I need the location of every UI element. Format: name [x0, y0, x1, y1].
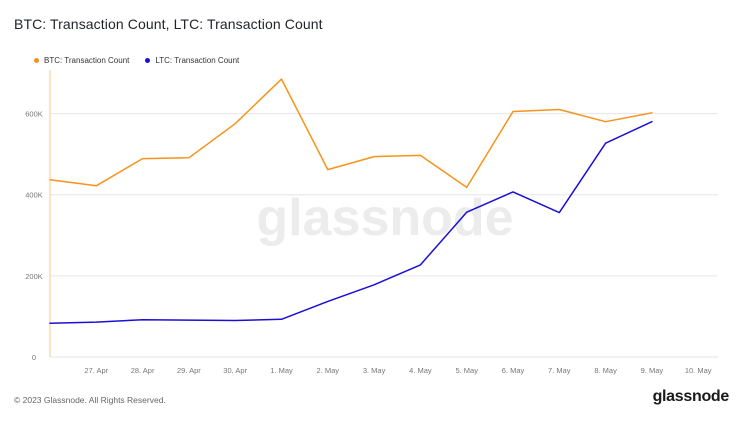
legend-marker-ltc [145, 58, 151, 63]
legend-label-ltc: LTC: Transaction Count [155, 56, 240, 65]
data-point-ltc [49, 323, 51, 325]
data-point-ltc [188, 319, 190, 321]
series-line-ltc [49, 120, 653, 325]
data-point-btc [188, 157, 190, 159]
y-tick-label: 600K [25, 110, 43, 119]
data-point-btc [327, 169, 329, 171]
data-point-btc [281, 78, 283, 80]
data-point-btc [49, 179, 51, 181]
x-tick-label: 28. Apr [131, 366, 155, 375]
x-tick-label: 5. May [455, 366, 478, 375]
data-point-btc [466, 187, 468, 189]
data-point-btc [605, 121, 607, 123]
watermark-text: glassnode [256, 189, 513, 247]
data-point-btc [373, 156, 375, 158]
x-tick-label: 6. May [502, 366, 525, 375]
copyright-text: © 2023 Glassnode. All Rights Reserved. [14, 395, 166, 405]
data-point-ltc [420, 264, 422, 266]
data-point-ltc [605, 142, 607, 144]
chart-title: BTC: Transaction Count, LTC: Transaction… [14, 16, 323, 32]
x-tick-label: 3. May [363, 366, 386, 375]
data-point-btc [512, 111, 514, 113]
x-tick-label: 4. May [409, 366, 432, 375]
x-tick-label: 9. May [641, 366, 664, 375]
x-tick-label: 8. May [594, 366, 617, 375]
x-tick-label: 10. May [685, 366, 712, 375]
data-point-btc [96, 185, 98, 187]
data-point-ltc [234, 320, 236, 322]
y-tick-label: 400K [25, 191, 43, 200]
legend: BTC: Transaction Count LTC: Transaction … [34, 56, 239, 65]
legend-item-btc[interactable]: BTC: Transaction Count [34, 56, 129, 65]
data-point-btc [142, 158, 144, 160]
series-line-btc [49, 78, 653, 189]
data-point-ltc [466, 211, 468, 213]
data-point-btc [651, 112, 653, 114]
data-point-ltc [327, 301, 329, 303]
x-tick-label: 29. Apr [177, 366, 201, 375]
data-point-ltc [559, 212, 561, 214]
data-point-ltc [512, 191, 514, 193]
y-tick-label: 200K [25, 272, 43, 281]
x-tick-label: 30. Apr [223, 366, 247, 375]
data-point-ltc [373, 284, 375, 286]
y-tick-label: 0 [32, 353, 36, 362]
brand-logo-text: glassnode [652, 388, 730, 405]
data-point-btc [234, 123, 236, 125]
data-point-ltc [96, 321, 98, 323]
legend-item-ltc[interactable]: LTC: Transaction Count [145, 56, 239, 65]
x-tick-label: 27. Apr [84, 366, 108, 375]
x-tick-label: 1. May [270, 366, 293, 375]
x-tick-label: 2. May [317, 366, 340, 375]
legend-label-btc: BTC: Transaction Count [44, 56, 130, 65]
data-point-ltc [142, 319, 144, 321]
data-point-ltc [281, 318, 283, 320]
data-point-ltc [651, 121, 653, 123]
data-point-btc [420, 155, 422, 157]
legend-marker-btc [34, 58, 39, 63]
x-tick-label: 7. May [548, 366, 571, 375]
data-point-btc [559, 109, 561, 111]
